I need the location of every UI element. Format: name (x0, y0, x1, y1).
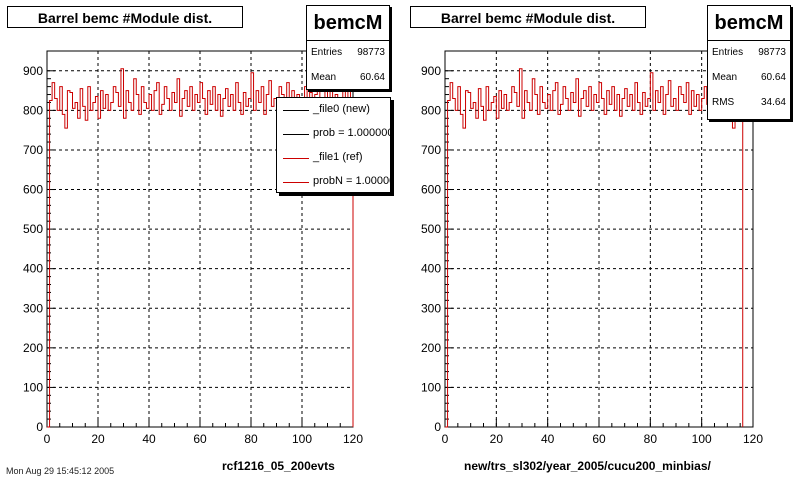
legend-entry: prob = 1.000000 (277, 122, 390, 146)
y-tick-label: 200 (23, 341, 43, 355)
stats-rms-value: 34.64 (760, 97, 786, 108)
x-tick-label: 80 (644, 432, 658, 446)
x-tick-label: 40 (541, 432, 555, 446)
x-tick-label: 60 (592, 432, 606, 446)
legend-entry: _file1 (ref) (277, 146, 390, 170)
legend-label: probN = 1.000000 (313, 175, 390, 187)
legend-label: prob = 1.000000 (313, 127, 391, 139)
legend-label: _file1 (ref) (313, 151, 363, 163)
legend-line-icon (283, 134, 309, 135)
histogram-panel-right: 0 20 40 60 80 100 120 0 100 200 300 400 500 600 700 800… (400, 0, 800, 480)
y-tick-label: 700 (421, 143, 441, 157)
legend-line-icon (283, 182, 309, 183)
x-tick-label: 0 (44, 432, 51, 446)
stats-entries-label: Entries (311, 47, 343, 58)
x-axis-label: rcf1216_05_200evts (222, 459, 335, 473)
x-tick-label: 100 (692, 432, 712, 446)
legend: _file0 (new) prob = 1.000000 _file1 (ref… (276, 97, 391, 193)
chart-title: Barrel bemc #Module dist. (7, 6, 243, 28)
y-tick-label: 900 (23, 64, 43, 78)
x-axis-label: new/trs_sl302/year_2005/cucu200_minbias/ (464, 459, 711, 473)
footer-timestamp: Mon Aug 29 15:45:12 2005 (6, 466, 115, 476)
x-tick-label: 80 (244, 432, 258, 446)
y-tick-label: 0 (434, 420, 441, 434)
y-tick-label: 800 (421, 103, 441, 117)
stats-mean-label: Mean (311, 72, 337, 83)
stats-mean-value: 60.64 (760, 72, 786, 83)
chart-title: Barrel bemc #Module dist. (410, 6, 646, 28)
stats-mean-value: 60.64 (359, 72, 385, 83)
stats-box: bemcM Entries 98773 Mean 60.64 (306, 5, 390, 90)
x-tick-label: 100 (292, 432, 312, 446)
x-tick-label: 20 (91, 432, 105, 446)
stats-mean-row: Mean 60.64 (708, 72, 790, 83)
histogram-series-line (445, 68, 744, 428)
legend-line-icon (283, 158, 309, 159)
x-tick-label: 120 (343, 432, 363, 446)
y-tick-label: 100 (23, 380, 43, 394)
y-tick-label: 700 (23, 143, 43, 157)
y-tick-label: 300 (23, 301, 43, 315)
y-tick-label: 600 (23, 183, 43, 197)
stats-box: bemcM Entries 98773 Mean 60.64 RMS 34.64 (707, 5, 791, 120)
y-tick-label: 500 (421, 222, 441, 236)
y-tick-label: 600 (421, 183, 441, 197)
stats-entries-value: 98773 (758, 47, 786, 58)
legend-entry: _file0 (new) (277, 98, 390, 122)
x-tick-label: 60 (193, 432, 207, 446)
stats-mean-row: Mean 60.64 (307, 72, 389, 83)
legend-label: _file0 (new) (313, 103, 370, 115)
stats-entries-label: Entries (712, 47, 744, 58)
y-tick-label: 400 (421, 262, 441, 276)
y-tick-label: 900 (421, 64, 441, 78)
legend-line-icon (283, 110, 309, 111)
y-tick-label: 300 (421, 301, 441, 315)
x-tick-label: 0 (442, 432, 449, 446)
stats-rms-row: RMS 34.64 (708, 97, 790, 108)
stats-entries-row: Entries 98773 (307, 47, 389, 58)
histogram-plot-left: 0 20 40 60 80 100 120 0 100 200 300 400 500 600 700 800… (23, 50, 363, 446)
stats-name: bemcM (708, 6, 790, 41)
y-tick-label: 400 (23, 262, 43, 276)
stats-mean-label: Mean (712, 72, 738, 83)
stats-rms-label: RMS (712, 97, 735, 108)
legend-entry: probN = 1.000000 (277, 170, 390, 192)
y-tick-label: 500 (23, 222, 43, 236)
x-tick-label: 40 (142, 432, 156, 446)
stats-name: bemcM (307, 6, 389, 41)
stats-entries-row: Entries 98773 (708, 47, 790, 58)
y-tick-label: 800 (23, 103, 43, 117)
stats-entries-value: 98773 (357, 47, 385, 58)
histogram-plot-right: 0 20 40 60 80 100 120 0 100 200 300 400 500 600 700 800… (421, 50, 763, 446)
y-tick-label: 200 (421, 341, 441, 355)
y-tick-label: 100 (421, 380, 441, 394)
x-tick-label: 120 (743, 432, 763, 446)
y-tick-label: 0 (36, 420, 43, 434)
x-tick-label: 20 (490, 432, 504, 446)
histogram-panel-left: 0 20 40 60 80 100 120 0 100 200 300 400 500 600 700 800… (7, 5, 391, 473)
